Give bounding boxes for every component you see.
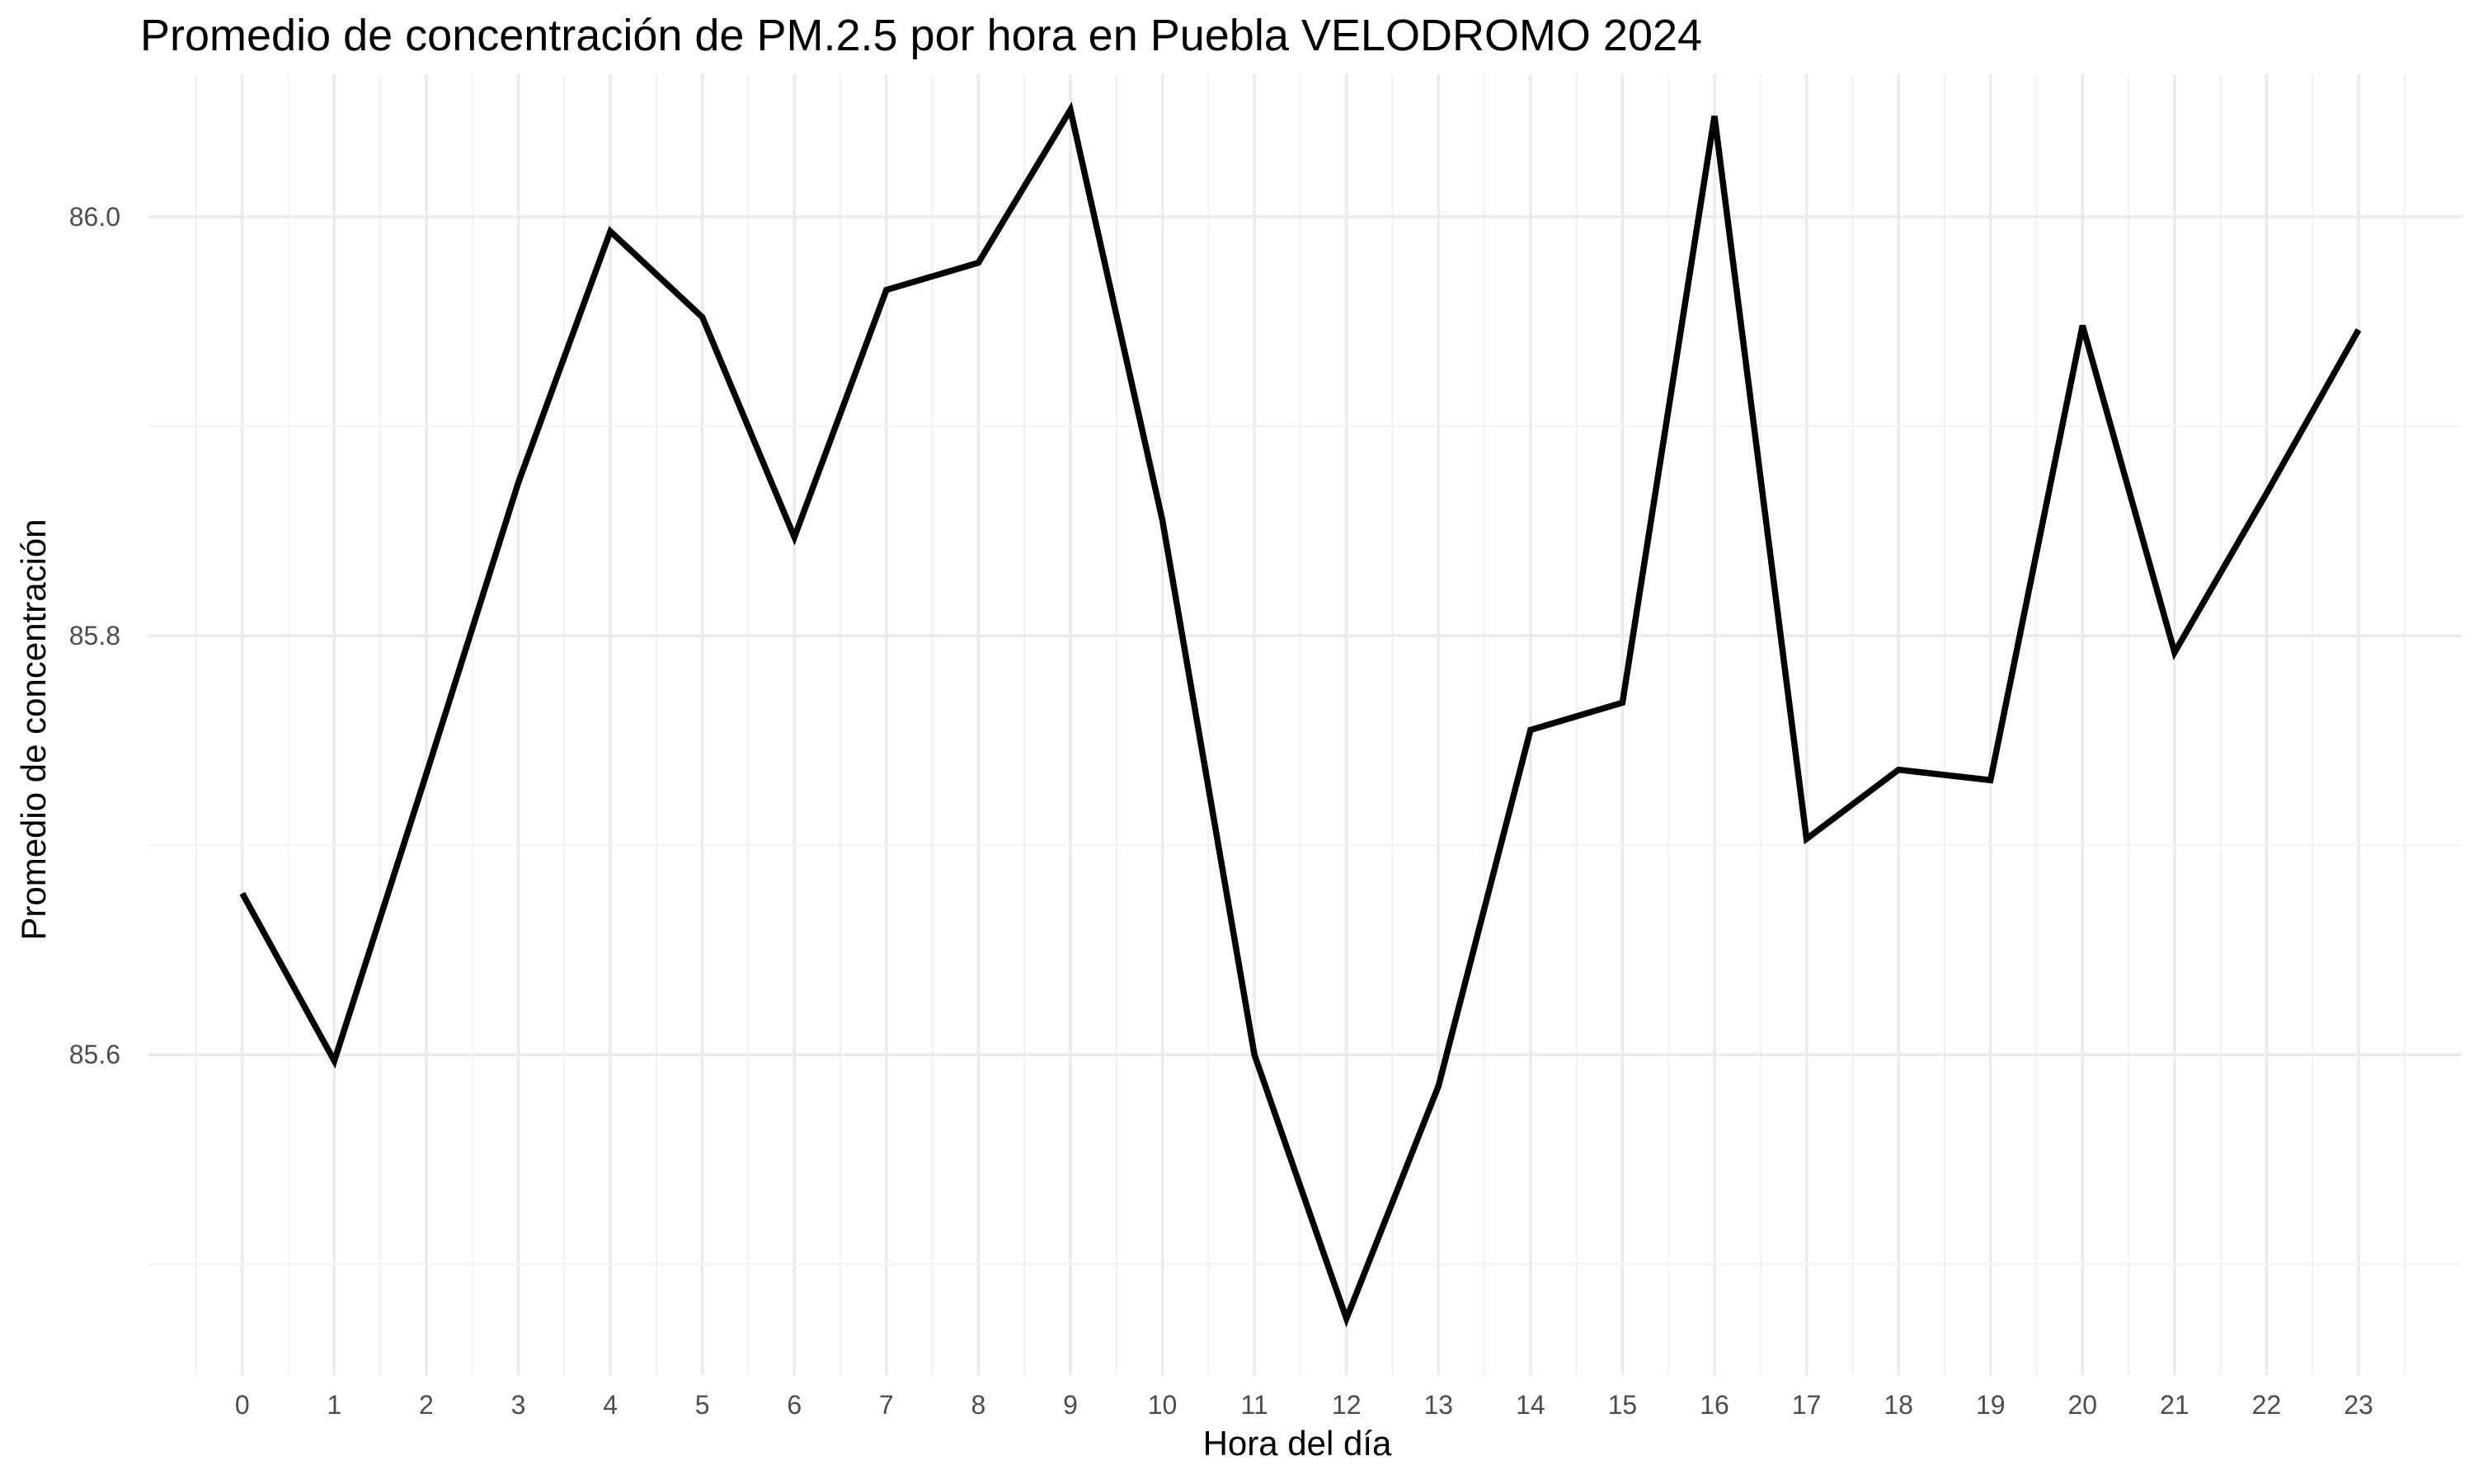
x-tick-labels: 0 1 2 3 4 5 6 7 8 9 10 11 12 13 14 15 16 17 18 19 20 21 22 23 <box>235 1390 2373 1420</box>
x-tick-label: 5 <box>695 1390 710 1420</box>
x-tick-label: 18 <box>1884 1390 1913 1420</box>
x-tick-label: 8 <box>971 1390 986 1420</box>
x-tick-label: 1 <box>327 1390 341 1420</box>
x-tick-label: 0 <box>235 1390 250 1420</box>
x-tick-label: 10 <box>1148 1390 1178 1420</box>
x-tick-label: 4 <box>603 1390 618 1420</box>
x-tick-label: 21 <box>2160 1390 2189 1420</box>
y-tick-label: 85.6 <box>69 1040 120 1069</box>
x-tick-label: 15 <box>1608 1390 1638 1420</box>
y-tick-label: 85.8 <box>69 621 120 650</box>
grid-lines <box>148 74 2462 1375</box>
x-tick-label: 14 <box>1516 1390 1545 1420</box>
x-tick-label: 22 <box>2252 1390 2282 1420</box>
x-tick-label: 13 <box>1423 1390 1453 1420</box>
x-tick-label: 17 <box>1792 1390 1822 1420</box>
x-tick-label: 7 <box>879 1390 894 1420</box>
y-tick-label: 86.0 <box>69 202 120 232</box>
series-layer <box>239 101 2362 1328</box>
x-tick-label: 9 <box>1063 1390 1078 1420</box>
x-tick-label: 2 <box>419 1390 434 1420</box>
x-tick-label: 3 <box>511 1390 526 1420</box>
x-tick-label: 12 <box>1332 1390 1362 1420</box>
x-tick-label: 20 <box>2068 1390 2098 1420</box>
x-tick-label: 19 <box>1976 1390 2006 1420</box>
x-tick-label: 11 <box>1241 1390 1268 1420</box>
x-tick-label: 23 <box>2344 1390 2373 1420</box>
series-line <box>239 101 2362 1328</box>
x-tick-label: 6 <box>787 1390 802 1420</box>
x-axis-title: Hora del día <box>1203 1424 1392 1463</box>
y-tick-labels: 85.6 85.8 86.0 <box>69 202 120 1069</box>
x-tick-label: 16 <box>1700 1390 1729 1420</box>
chart-title: Promedio de concentración de PM.2.5 por … <box>140 11 1703 60</box>
y-axis-title: Promedio de concentración <box>14 519 53 940</box>
